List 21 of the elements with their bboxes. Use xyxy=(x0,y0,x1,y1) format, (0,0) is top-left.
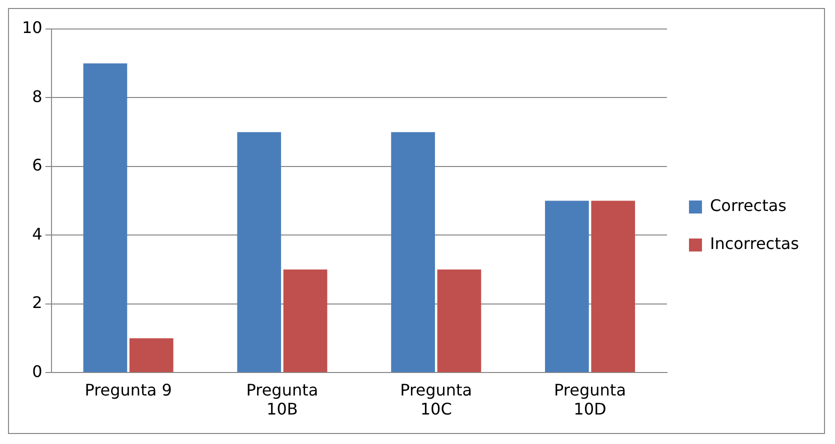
y-tick-label: 8 xyxy=(32,86,42,106)
bar xyxy=(283,270,328,372)
bar xyxy=(391,132,435,372)
bar xyxy=(237,132,282,372)
x-tick-label: Pregunta 10B xyxy=(246,380,318,419)
bar xyxy=(437,270,482,372)
y-tick-label: 2 xyxy=(32,293,42,312)
x-tick-label: Pregunta 9 xyxy=(84,380,172,400)
y-tick-label: 4 xyxy=(32,224,42,244)
bar xyxy=(129,338,174,372)
y-tick-label: 10 xyxy=(22,18,42,38)
y-tick-label: 0 xyxy=(32,362,42,381)
y-tick-label: 6 xyxy=(32,156,42,175)
x-tick-label: Pregunta 10D xyxy=(554,380,626,419)
bar xyxy=(545,200,589,372)
chart-frame: Correctas Incorrectas Pregunta 9 Pregunta 10B Pregunta 10C Pregunta 10D 0 2 4 6 8 10 xyxy=(8,8,825,434)
legend-label: Incorrectas xyxy=(710,234,800,254)
x-tick-label: Pregunta 10C xyxy=(400,380,472,419)
legend-label: Correctas xyxy=(710,196,787,216)
bar xyxy=(591,200,636,372)
bar xyxy=(83,63,128,372)
